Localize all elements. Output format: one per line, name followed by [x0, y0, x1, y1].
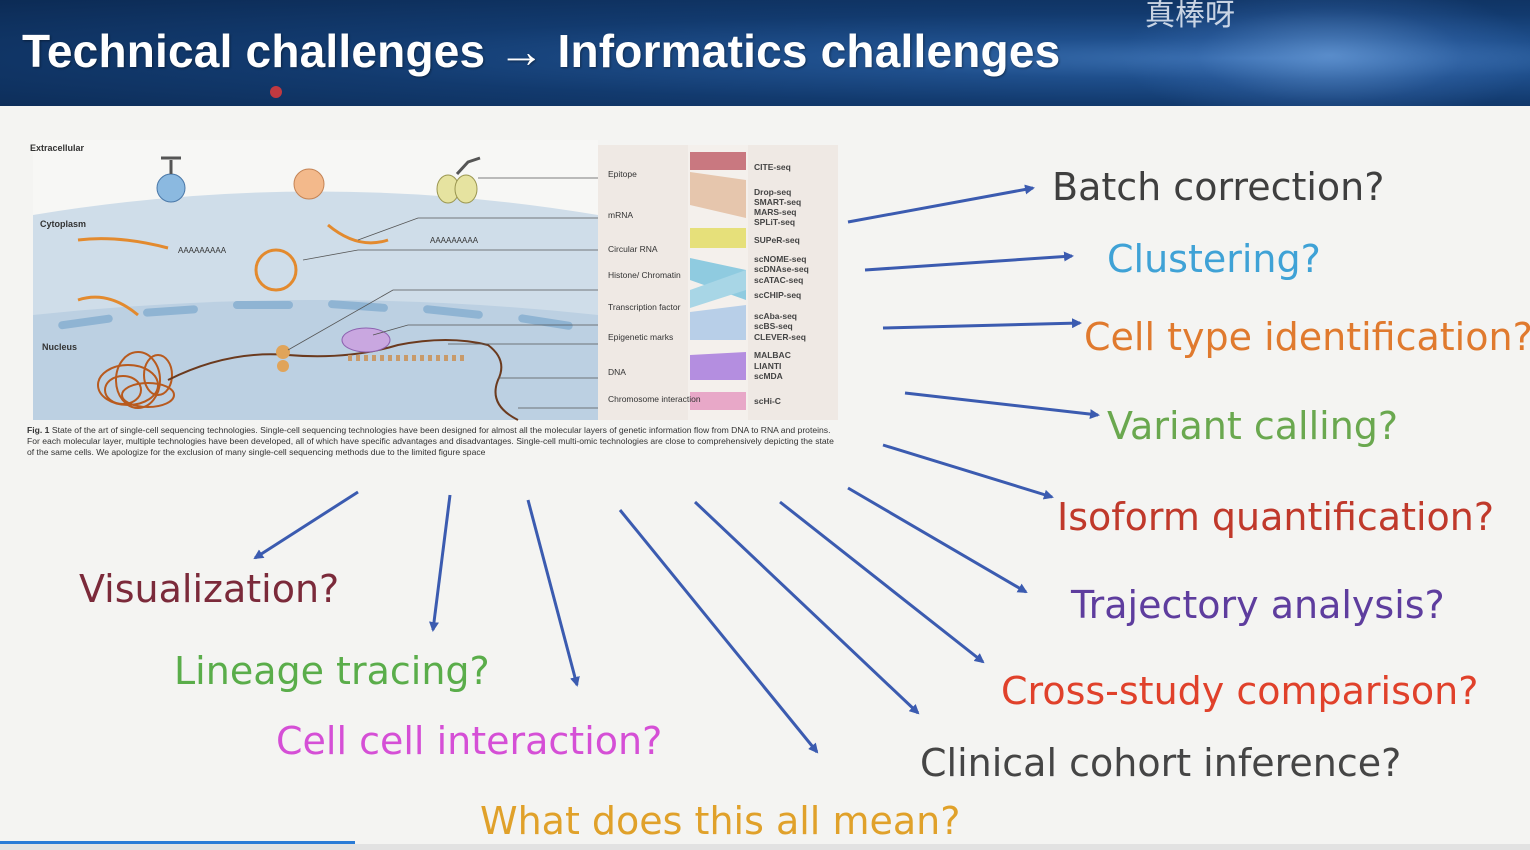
challenge-clustering: Clustering? — [1107, 237, 1321, 281]
chromatin — [97, 351, 175, 409]
tech-label: MALBAC — [754, 350, 791, 360]
dna-strand — [167, 339, 519, 421]
region-label-cytoplasm: Cytoplasm — [40, 219, 86, 229]
layer-label: mRNA — [608, 210, 633, 220]
tech-label: SPLiT-seq — [754, 217, 795, 227]
nuclear-pore — [328, 300, 388, 312]
challenge-cell-cell-interaction: Cell cell interaction? — [276, 719, 663, 763]
histone — [277, 360, 289, 372]
tech-label: CITE-seq — [754, 162, 791, 172]
layer-label: Transcription factor — [608, 302, 681, 312]
arrow-clustering — [864, 251, 1074, 272]
antibody-tag — [455, 156, 481, 176]
ribbon-epigenetic — [690, 305, 746, 340]
ribbon-circrna — [690, 228, 746, 248]
bottom-bar — [0, 844, 1530, 850]
connector-lines — [287, 177, 608, 409]
arrow-crossstudy — [779, 500, 985, 664]
challenge-variant-calling: Variant calling? — [1107, 404, 1399, 448]
slide-title: Technical challenges → Informatics chall… — [22, 25, 1061, 77]
tech-label: scBS-seq — [754, 321, 793, 331]
slide-header: Technical challenges → Informatics chall… — [0, 0, 1530, 106]
region-label-extracellular: Extracellular — [30, 143, 85, 153]
caption-label: Fig. 1 — [27, 425, 50, 435]
surface-protein — [454, 174, 478, 204]
tech-label: scMDA — [754, 371, 783, 381]
tech-label: SMART-seq — [754, 197, 801, 207]
tech-label: scHi-C — [754, 396, 781, 406]
tech-label: LIANTI — [754, 361, 781, 371]
mrna-strand — [77, 295, 139, 317]
challenge-visualization: Visualization? — [79, 567, 340, 611]
challenge-batch-correction: Batch correction? — [1052, 165, 1385, 209]
challenge-clinical-cohort-inference: Clinical cohort inference? — [920, 741, 1402, 785]
circular-rna — [254, 248, 298, 292]
layer-label: Circular RNA — [608, 244, 658, 254]
cell-diagram: Extracellular Cytoplasm Nucleus AAAAAAAA… — [30, 140, 838, 421]
transcription-factor — [341, 327, 391, 353]
tech-label: scDNAse-seq — [754, 264, 809, 274]
watermark-text: 真棒呀 — [1145, 0, 1235, 32]
figure-caption: Fig. 1 State of the art of single-cell s… — [27, 425, 837, 458]
nuclear-pore — [423, 305, 483, 319]
ribbon-mrna — [690, 172, 746, 218]
polya-tail: AAAAAAAAA — [178, 246, 227, 255]
region-label-nucleus: Nucleus — [42, 342, 77, 352]
challenge-what-does-this-mean: What does this all mean? — [480, 799, 961, 843]
arrow-lineage — [429, 494, 452, 632]
arrow-cellcell — [526, 499, 580, 687]
challenge-isoform-quantification: Isoform quantification? — [1057, 495, 1495, 539]
mrna-strand — [327, 223, 389, 245]
challenge-cell-type-identification: Cell type identification? — [1084, 315, 1530, 359]
layer-label: Chromosome interaction — [608, 394, 701, 404]
surface-protein — [293, 168, 325, 200]
ribbon-epitope — [690, 152, 746, 170]
tech-label: scCHIP-seq — [754, 290, 801, 300]
ribbon-tf — [690, 270, 746, 308]
challenge-trajectory-analysis: Trajectory analysis? — [1071, 583, 1445, 627]
challenge-lineage-tracing: Lineage tracing? — [174, 649, 490, 693]
layer-label: DNA — [608, 367, 626, 377]
arrow-trajectory — [847, 486, 1028, 594]
arrow-variant — [904, 391, 1100, 420]
laser-pointer-dot — [270, 86, 282, 98]
tech-label: CLEVER-seq — [754, 332, 806, 342]
arrow-isoform — [882, 443, 1054, 500]
challenge-cross-study-comparison: Cross-study comparison? — [1001, 669, 1479, 713]
nuclear-pore — [233, 301, 293, 309]
caption-text: State of the art of single-cell sequenci… — [27, 425, 834, 457]
tech-label: SUPeR-seq — [754, 235, 800, 245]
layer-label: Epigenetic marks — [608, 332, 673, 342]
tech-label: scAba-seq — [754, 311, 797, 321]
layer-label: Epitope — [608, 169, 637, 179]
slide-progress-bar — [0, 841, 355, 844]
ribbon-chromosome — [690, 392, 746, 410]
nuclear-pore — [58, 314, 113, 330]
histone — [276, 345, 290, 359]
nucleus-region — [33, 300, 598, 420]
nuclear-pore — [143, 305, 198, 317]
ribbon-dna — [690, 352, 746, 380]
arrow-batch — [847, 184, 1035, 224]
tech-label: MARS-seq — [754, 207, 797, 217]
antibody-tag — [161, 156, 181, 174]
mrna-strand — [77, 237, 169, 250]
layer-label: Histone/ Chromatin — [608, 270, 681, 280]
arrow-clinical — [693, 500, 920, 715]
single-cell-figure: Extracellular Cytoplasm Nucleus AAAAAAAA… — [28, 140, 843, 475]
header-background-decoration — [1120, 0, 1530, 106]
tech-label: scATAC-seq — [754, 275, 803, 285]
tech-label: scNOME-seq — [754, 254, 806, 264]
tech-label: Drop-seq — [754, 187, 791, 197]
polya-tail: AAAAAAAAA — [430, 236, 479, 245]
arrow-visualization — [253, 490, 359, 560]
nuclear-pore — [518, 314, 573, 330]
arrow-meaning — [618, 509, 819, 754]
arrow-celltype — [882, 318, 1082, 330]
